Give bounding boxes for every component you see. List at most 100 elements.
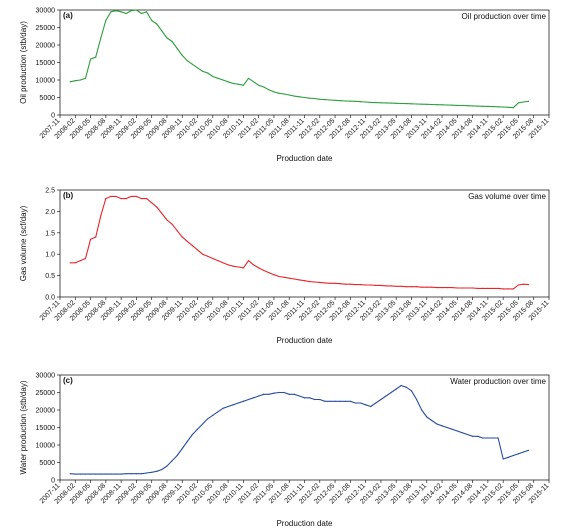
data-point — [365, 101, 367, 103]
data-point — [477, 287, 479, 289]
data-point — [344, 400, 346, 402]
data-point — [258, 84, 260, 86]
data-point — [390, 102, 392, 104]
data-point — [110, 195, 112, 197]
data-point — [125, 473, 127, 475]
data-point — [105, 473, 107, 475]
data-point — [370, 405, 372, 408]
data-point — [405, 286, 407, 288]
data-point — [303, 397, 306, 399]
data-point — [395, 285, 397, 287]
data-point — [431, 419, 433, 422]
series-line-1 — [70, 9, 529, 109]
data-point — [176, 454, 178, 457]
data-point — [283, 276, 285, 278]
data-point — [196, 67, 199, 69]
data-point — [293, 393, 295, 395]
data-point — [69, 81, 71, 83]
data-point — [477, 105, 479, 107]
y-tick-label: 10000 — [36, 78, 56, 85]
data-point — [339, 400, 341, 402]
data-point — [451, 104, 453, 106]
y-tick-label: 0.5 — [45, 273, 55, 280]
data-point — [247, 398, 250, 401]
data-point — [232, 265, 234, 267]
data-point — [135, 473, 137, 475]
data-point — [487, 287, 489, 289]
data-point — [370, 101, 372, 103]
data-point — [416, 286, 418, 288]
data-point — [130, 10, 132, 12]
data-point — [405, 386, 407, 388]
data-point — [151, 202, 153, 204]
data-point — [135, 9, 137, 11]
data-point — [146, 472, 148, 474]
data-point — [227, 81, 229, 83]
data-point — [298, 96, 300, 98]
data-point — [242, 267, 244, 269]
data-point — [319, 281, 321, 283]
y-tick-label: 30000 — [36, 373, 56, 380]
data-point — [400, 285, 402, 287]
data-point — [451, 287, 453, 289]
data-point — [303, 96, 306, 99]
y-tick-label: 1.5 — [45, 230, 55, 237]
data-point — [344, 283, 346, 285]
data-point — [84, 77, 87, 79]
data-point — [222, 407, 224, 409]
data-point — [380, 284, 382, 286]
data-point — [130, 195, 132, 197]
data-point — [502, 458, 504, 460]
y-tick-label: 2.0 — [45, 209, 55, 216]
y-tick-label: 5000 — [39, 460, 55, 467]
data-point — [161, 212, 163, 215]
series-line-1 — [70, 384, 529, 475]
data-point — [385, 102, 387, 104]
y-tick-label: 1.0 — [45, 252, 55, 259]
data-point — [227, 264, 229, 266]
data-point — [487, 437, 489, 439]
data-point — [309, 397, 311, 399]
data-point — [120, 11, 122, 13]
data-point — [283, 391, 285, 394]
data-point — [461, 432, 463, 434]
data-point — [232, 82, 234, 85]
data-point — [421, 409, 423, 411]
data-point — [74, 262, 76, 264]
data-point — [196, 428, 199, 430]
data-point — [487, 105, 489, 107]
data-point — [247, 260, 250, 262]
data-point — [278, 92, 280, 94]
data-point — [253, 397, 255, 399]
data-point — [95, 236, 97, 238]
data-point — [421, 286, 423, 288]
data-point — [502, 288, 504, 290]
panel-tag: (c) — [63, 376, 73, 385]
data-point — [365, 284, 367, 286]
data-point — [359, 101, 362, 103]
data-point — [359, 402, 362, 404]
data-point — [263, 86, 265, 88]
data-point — [217, 260, 219, 262]
data-point — [395, 388, 397, 390]
data-point — [288, 277, 290, 279]
y-tick-label: 30000 — [36, 8, 56, 15]
data-point — [349, 400, 351, 402]
y-tick-label: 20000 — [36, 43, 56, 50]
data-point — [354, 100, 356, 102]
data-point — [278, 275, 280, 278]
data-point — [120, 198, 122, 200]
data-point — [181, 54, 183, 57]
data-point — [522, 451, 525, 453]
data-point — [436, 423, 438, 425]
data-point — [354, 402, 356, 404]
data-point — [191, 63, 193, 65]
y-tick-label: 0 — [51, 113, 55, 120]
data-point — [446, 426, 448, 429]
data-point — [258, 267, 260, 269]
data-point — [349, 100, 351, 102]
data-point — [334, 282, 336, 284]
data-point — [176, 47, 178, 50]
data-point — [431, 103, 433, 106]
chart-title: Oil production over time — [462, 12, 547, 21]
